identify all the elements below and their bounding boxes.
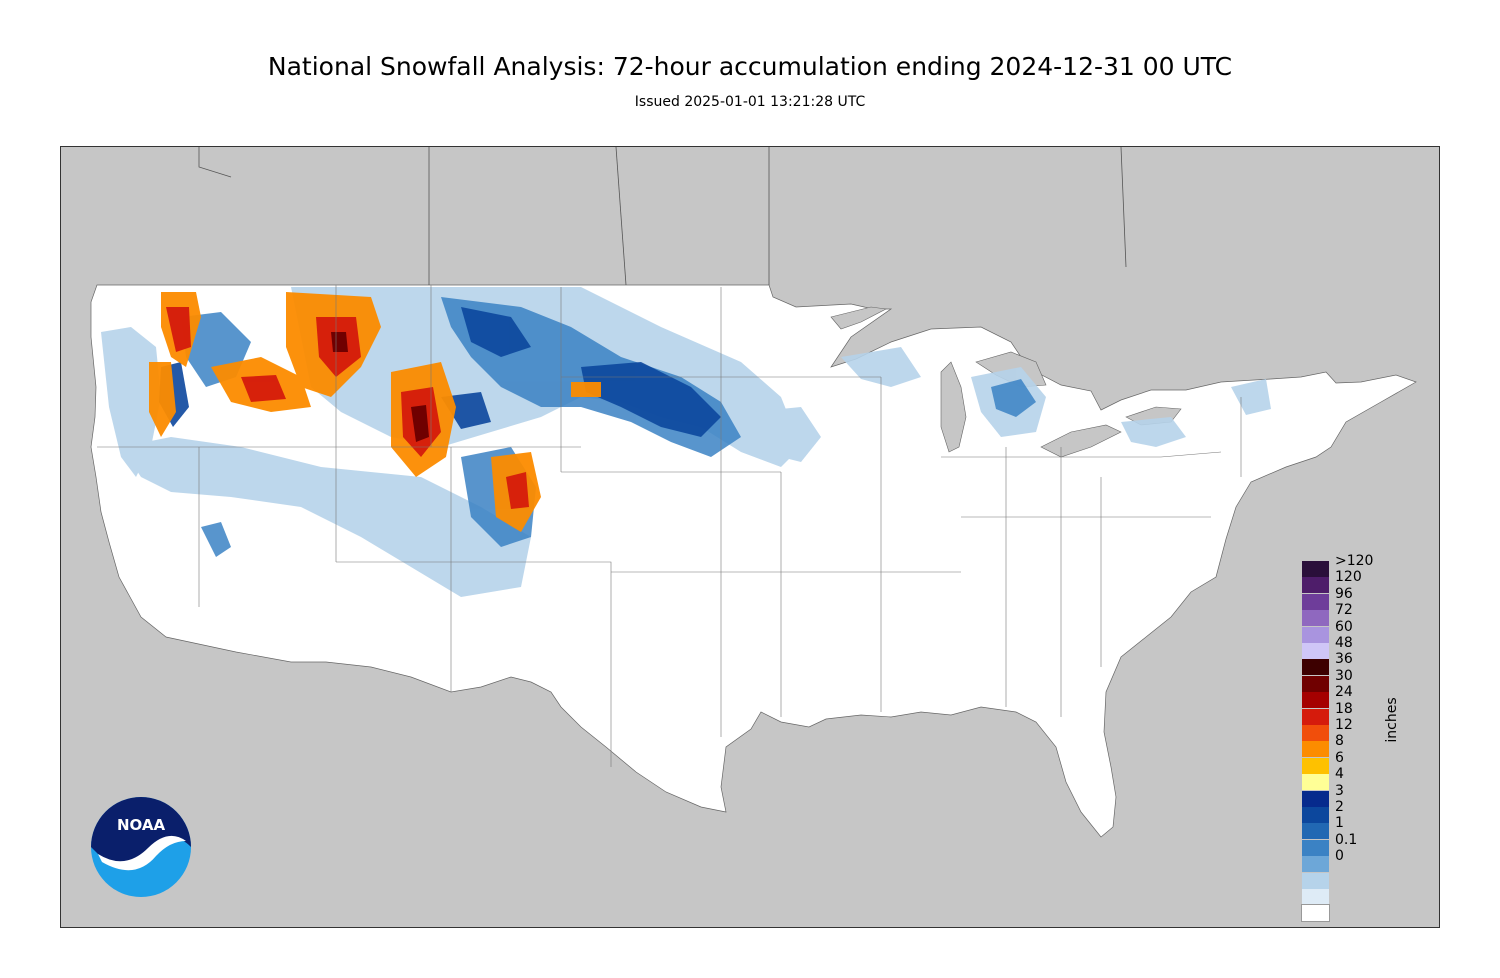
legend-swatch: [1302, 708, 1329, 725]
legend-swatch: [1302, 675, 1329, 692]
legend-label: 96: [1335, 585, 1353, 602]
legend-swatch: [1302, 741, 1329, 758]
legend-label: 120: [1335, 569, 1362, 586]
legend-swatch: [1302, 774, 1329, 791]
legend-swatch: [1302, 807, 1329, 823]
legend-units: inches: [1384, 697, 1400, 743]
legend-swatch: [1302, 872, 1329, 889]
noaa-logo-icon: NOAA: [91, 797, 191, 897]
legend-swatch: [1302, 839, 1329, 856]
legend-swatch: [1302, 889, 1329, 905]
legend-label: 24: [1335, 684, 1353, 701]
legend-label: 1: [1335, 815, 1344, 832]
legend-swatch: [1302, 643, 1329, 659]
us-land: [90, 284, 1417, 838]
legend-label: 36: [1335, 651, 1353, 668]
legend-label: 72: [1335, 602, 1353, 619]
issued-timestamp: Issued 2025-01-01 13:21:28 UTC: [634, 94, 866, 110]
map-canvas: [90, 147, 1417, 838]
legend-swatch: [1301, 904, 1330, 923]
legend-label: 3: [1335, 782, 1344, 799]
country-borders: [198, 147, 1127, 286]
legend-swatch: [1302, 626, 1329, 643]
legend-label: 48: [1335, 635, 1353, 651]
legend-swatch: [1302, 823, 1329, 840]
legend-swatch: [1302, 725, 1329, 741]
legend-swatch: [1302, 577, 1329, 594]
legend-swatch: [1302, 790, 1329, 807]
legend-label: 2: [1335, 799, 1344, 815]
snowfall-dark-red: [331, 332, 429, 442]
legend-swatch: [1302, 856, 1329, 873]
legend-swatch: [1302, 659, 1329, 676]
legend-swatch: [1302, 757, 1329, 774]
legend-label: 8: [1335, 733, 1344, 750]
legend-swatch: [1302, 610, 1329, 627]
snowfall-map[interactable]: [60, 146, 1440, 928]
noaa-logo-text: NOAA: [117, 816, 166, 834]
legend-label: 0: [1335, 848, 1344, 865]
legend-label: 6: [1335, 749, 1344, 766]
legend-label: 30: [1335, 667, 1353, 684]
legend-label: 12: [1335, 717, 1353, 733]
legend-label: 0.1: [1335, 831, 1358, 848]
map-title: National Snowfall Analysis: 72-hour accu…: [267, 52, 1233, 81]
legend-swatch: [1302, 593, 1329, 610]
legend-label: 60: [1335, 618, 1353, 635]
legend-swatch: [1302, 692, 1329, 709]
legend-label: 18: [1335, 700, 1353, 717]
legend-swatch: [1302, 561, 1329, 577]
legend-label: >120: [1335, 553, 1374, 569]
legend-label: 4: [1335, 766, 1344, 783]
state-borders: [97, 285, 1242, 767]
